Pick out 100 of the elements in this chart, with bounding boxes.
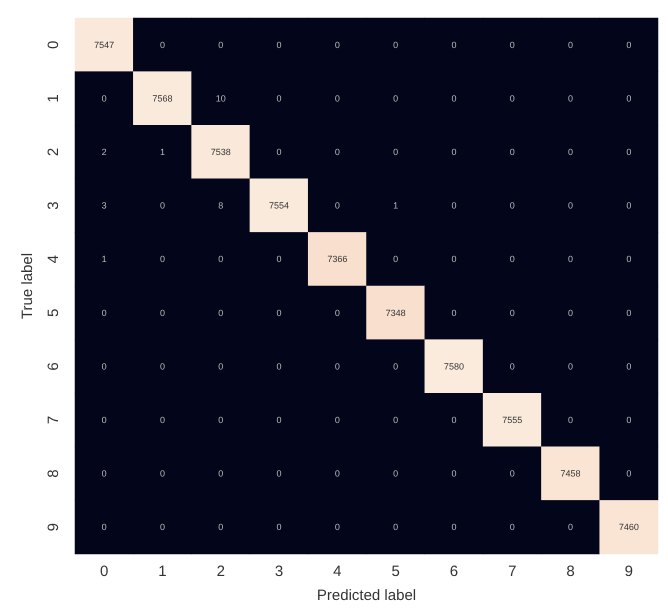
data-label: 0: [334, 40, 340, 50]
data-label: 0: [218, 254, 224, 264]
x-tick-label: 8: [566, 563, 575, 580]
y-tick-label: 9: [45, 523, 62, 532]
data-label: 0: [218, 468, 224, 479]
data-label: 7547: [94, 40, 114, 50]
data-label: 0: [218, 40, 224, 50]
data-label: 0: [334, 468, 340, 479]
y-tick-label: 6: [45, 362, 62, 371]
data-label: 0: [160, 40, 165, 50]
data-label: 0: [626, 200, 632, 211]
data-label: 7538: [210, 147, 231, 157]
data-label: 10: [216, 93, 226, 104]
y-axis-title: True label: [19, 252, 36, 320]
data-label: 0: [568, 522, 574, 532]
data-label: 0: [451, 522, 456, 532]
data-label: 1: [160, 147, 165, 157]
data-label: 0: [218, 361, 224, 372]
data-label: 0: [218, 522, 224, 532]
data-label: 0: [451, 254, 456, 264]
data-label: 0: [393, 361, 398, 372]
x-tick-label: 4: [333, 563, 342, 580]
data-label: 0: [568, 415, 574, 425]
data-label: 0: [451, 200, 456, 211]
y-tick-label: 8: [45, 469, 62, 478]
x-tick-label: 1: [158, 563, 167, 580]
data-label: 0: [510, 147, 515, 157]
data-label: 0: [393, 254, 398, 264]
data-label: 0: [510, 93, 515, 104]
data-label: 0: [276, 40, 282, 50]
y-tick-label: 0: [45, 40, 62, 49]
data-label: 0: [334, 522, 340, 532]
data-label: 7555: [502, 415, 522, 425]
data-label: 0: [626, 40, 632, 50]
data-label: 0: [568, 361, 574, 372]
data-label: 7458: [560, 468, 581, 479]
data-label: 0: [102, 93, 107, 104]
data-label: 0: [451, 308, 456, 318]
data-label: 0: [393, 40, 398, 50]
data-label: 0: [218, 308, 224, 318]
data-label: 0: [626, 468, 632, 479]
x-tick-label: 0: [100, 563, 108, 580]
data-label: 0: [276, 147, 282, 157]
x-tick-label: 7: [508, 563, 516, 580]
data-label: 0: [334, 93, 340, 104]
data-label: 0: [160, 308, 165, 318]
data-label: 0: [334, 147, 340, 157]
data-label: 0: [393, 522, 398, 532]
data-label: 0: [276, 254, 282, 264]
data-label: 0: [568, 200, 574, 211]
data-label: 0: [568, 254, 574, 264]
data-label: 0: [160, 415, 165, 425]
data-label: 0: [218, 415, 224, 425]
data-label: 0: [276, 361, 282, 372]
x-axis-title: Predicted label: [316, 587, 416, 604]
data-label: 0: [393, 468, 398, 479]
data-label: 0: [510, 254, 515, 264]
data-label: 0: [510, 522, 515, 532]
data-label: 0: [334, 361, 340, 372]
data-label: 0: [626, 254, 632, 264]
x-tick-label: 3: [274, 563, 284, 580]
data-label: 0: [451, 93, 456, 104]
data-label: 0: [276, 522, 282, 532]
data-label: 0: [568, 308, 574, 318]
data-label: 0: [626, 308, 632, 318]
data-label: 0: [510, 468, 515, 479]
data-label: 0: [451, 468, 456, 479]
data-label: 7460: [618, 522, 639, 532]
x-tick-label: 6: [450, 563, 458, 580]
data-label: 0: [568, 93, 574, 104]
data-label: 0: [393, 147, 398, 157]
data-label: 0: [102, 415, 107, 425]
data-label: 0: [626, 415, 632, 425]
data-label: 0: [102, 308, 107, 318]
data-label: 0: [510, 200, 515, 211]
data-label: 0: [451, 415, 456, 425]
data-label: 0: [160, 361, 165, 372]
data-label: 0: [334, 200, 340, 211]
y-tick-label: 5: [45, 308, 62, 317]
data-label: 0: [626, 361, 632, 372]
y-tick-label: 1: [45, 94, 62, 103]
y-tick-label: 3: [45, 201, 62, 210]
data-label: 0: [451, 147, 456, 157]
data-label: 0: [276, 93, 282, 104]
data-label: 7568: [152, 93, 172, 104]
data-label: 0: [160, 254, 165, 264]
data-label: 0: [510, 40, 515, 50]
data-label: 1: [393, 200, 398, 211]
data-label: 0: [451, 40, 456, 50]
data-label: 0: [626, 93, 632, 104]
data-label: 0: [568, 40, 574, 50]
data-label: 0: [160, 200, 165, 211]
data-label: 1: [102, 254, 107, 264]
x-tick-label: 5: [391, 563, 400, 580]
data-label: 7554: [269, 200, 290, 211]
data-label: 0: [393, 93, 398, 104]
data-label: 0: [102, 361, 107, 372]
data-label: 0: [160, 522, 165, 532]
data-label: 7580: [444, 361, 464, 372]
data-label: 8: [218, 200, 224, 211]
